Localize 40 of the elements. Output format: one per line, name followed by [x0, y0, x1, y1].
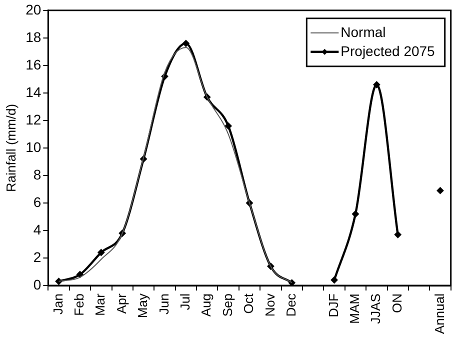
x-tick-label: Jun: [156, 294, 172, 314]
point: [436, 187, 444, 194]
x-tick-label: ON: [389, 294, 404, 314]
y-tick-label: 10: [26, 138, 42, 155]
point: [330, 276, 338, 284]
point: [373, 81, 380, 88]
x-tick-label: Oct: [241, 293, 256, 314]
y-tick-label: 12: [26, 111, 42, 128]
legend-label: Projected 2075: [340, 42, 436, 59]
y-tick-label: 14: [26, 84, 42, 100]
x-tick-label: Aug: [198, 294, 214, 317]
y-tick-label: 18: [26, 28, 42, 45]
point: [394, 231, 402, 238]
point: [224, 122, 232, 130]
legend-label: Normal: [340, 24, 386, 40]
x-tick-label: Annual: [432, 293, 447, 334]
y-tick-label: 8: [33, 166, 42, 182]
point: [182, 40, 190, 47]
x-tick-label: May: [135, 293, 150, 318]
point: [98, 249, 105, 256]
y-axis-title: Rainfall (mm/d): [3, 104, 18, 192]
x-tick-label: Jul: [178, 293, 193, 310]
y-tick-label: 20: [26, 1, 42, 18]
x-tick-label: MAM: [347, 294, 362, 324]
y-tick-label: 0: [33, 276, 42, 292]
x-tick-label: Dec: [283, 293, 298, 317]
x-tick-label: Nov: [262, 293, 278, 317]
x-tick-label: Jan: [50, 294, 66, 314]
x-tick-label: Mar: [92, 292, 108, 316]
y-tick-label: 2: [33, 248, 42, 265]
y-tick-label: 6: [33, 194, 42, 210]
point: [352, 210, 359, 218]
y-tick-label: 16: [26, 56, 42, 72]
point: [76, 271, 84, 278]
x-tick-label: Feb: [72, 294, 87, 316]
y-tick-label: 4: [33, 221, 42, 238]
x-tick-label: Apr: [114, 292, 129, 314]
x-tick-label: DJF: [326, 293, 341, 318]
x-tick-label: JJAS: [368, 293, 384, 324]
x-tick-label: Sep: [220, 294, 235, 317]
